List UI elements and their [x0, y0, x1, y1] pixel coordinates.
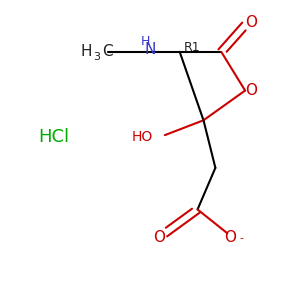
Text: -: - [239, 233, 243, 243]
Text: H: H [80, 44, 92, 59]
Text: N: N [144, 42, 156, 57]
Text: C: C [102, 44, 113, 59]
Text: 3: 3 [94, 52, 100, 62]
Text: HO: HO [132, 130, 153, 144]
Text: O: O [245, 15, 257, 30]
Text: R1: R1 [184, 41, 201, 54]
Text: O: O [245, 83, 257, 98]
Text: HCl: HCl [38, 128, 69, 146]
Text: H: H [141, 35, 150, 48]
Text: O: O [224, 230, 236, 245]
Text: O: O [153, 230, 165, 245]
